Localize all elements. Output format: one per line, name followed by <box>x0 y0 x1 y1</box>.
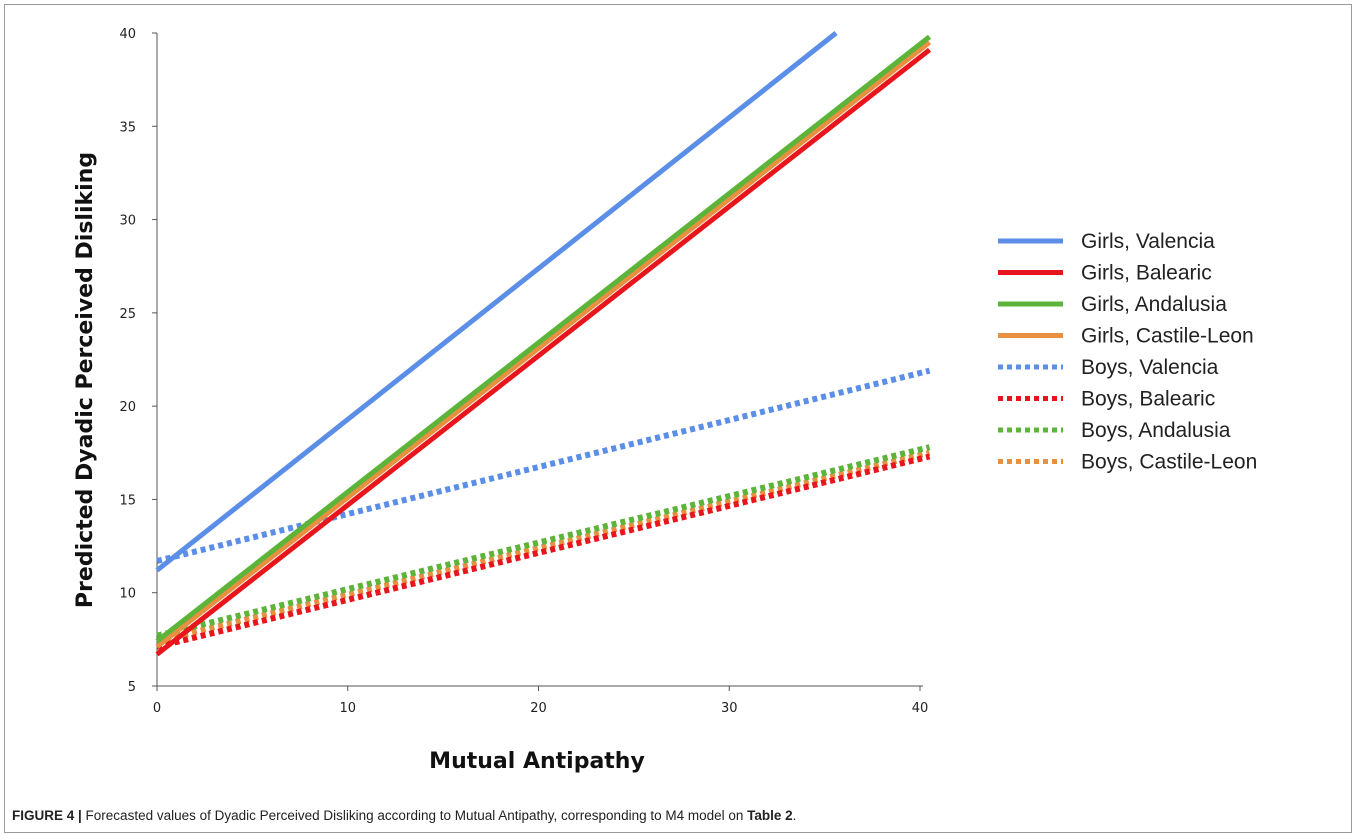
y-tick-label: 40 <box>119 27 136 42</box>
caption-label: FIGURE 4 | <box>12 808 82 823</box>
chart-series <box>155 31 932 657</box>
y-tick-label: 30 <box>119 214 136 229</box>
caption-text: Forecasted values of Dyadic Perceived Di… <box>81 808 748 823</box>
legend-label: Boys, Castile-Leon <box>1081 451 1257 474</box>
y-tick-label: 35 <box>119 120 136 135</box>
caption-end: . <box>792 808 797 823</box>
series-line <box>156 367 931 564</box>
y-axis-title: Predicted Dyadic Perceived Disliking <box>73 152 98 608</box>
legend-label: Girls, Castile-Leon <box>1081 325 1254 348</box>
series-line <box>156 449 931 645</box>
figure-caption: FIGURE 4 | Forecasted values of Dyadic P… <box>12 808 1342 823</box>
series-line <box>155 40 932 649</box>
y-tick-label: 5 <box>128 680 136 695</box>
series-line <box>156 444 931 639</box>
legend-label: Girls, Andalusia <box>1081 293 1227 316</box>
x-axis-title: Mutual Antipathy <box>429 749 645 774</box>
x-tick-label: 10 <box>339 701 356 716</box>
x-tick-label: 30 <box>721 701 738 716</box>
series-line <box>155 34 932 644</box>
y-tick-label: 25 <box>119 307 136 322</box>
y-tick-label: 20 <box>119 400 136 415</box>
series-line <box>155 47 932 657</box>
legend-label: Boys, Balearic <box>1081 388 1215 411</box>
x-tick-label: 20 <box>530 701 547 716</box>
y-tick-label: 10 <box>119 587 136 602</box>
figure-frame <box>4 4 1352 833</box>
caption-table-ref: Table 2 <box>747 808 793 823</box>
legend-label: Girls, Balearic <box>1081 262 1212 285</box>
legend-label: Boys, Valencia <box>1081 356 1219 379</box>
legend-label: Girls, Valencia <box>1081 230 1215 253</box>
x-tick-label: 0 <box>153 701 161 716</box>
y-tick-label: 15 <box>119 493 136 508</box>
series-line <box>155 31 838 573</box>
chart-legend: Girls, Valencia Girls, Balearic Girls, And… <box>998 230 1257 474</box>
line-chart: 5 10 15 20 25 30 35 40 0 10 20 30 40 Girls, Valencia… <box>73 27 1257 774</box>
legend-label: Boys, Andalusia <box>1081 419 1231 442</box>
chart-axes: 5 10 15 20 25 30 35 40 0 10 20 30 40 <box>119 27 928 716</box>
series-line <box>156 453 931 650</box>
x-tick-label: 40 <box>912 701 929 716</box>
